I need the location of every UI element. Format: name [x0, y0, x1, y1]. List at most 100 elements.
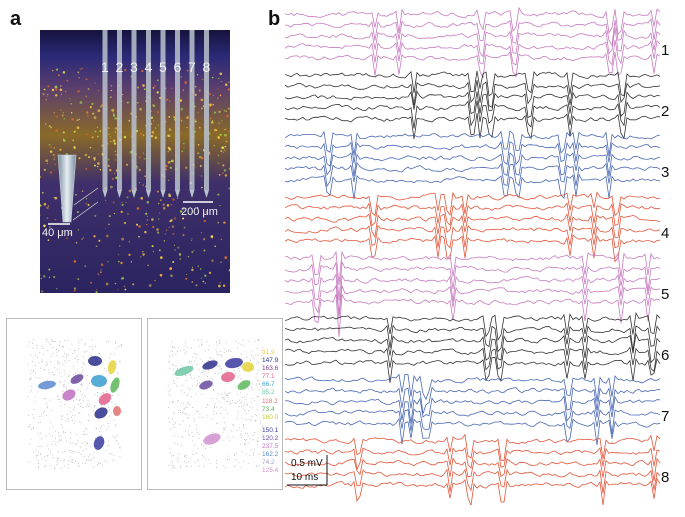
cluster-value: 74.2 [262, 459, 275, 467]
cluster-value: 118.2 [262, 397, 278, 405]
trace-line [285, 234, 661, 263]
trace-line [285, 250, 661, 285]
trace-line [285, 152, 661, 177]
cell-speckles [40, 64, 230, 293]
tetrode-trace-group [285, 433, 661, 505]
cluster-value: 66.7 [262, 381, 275, 389]
trace-line [285, 386, 661, 414]
spike-cluster [110, 377, 120, 393]
shank-label: 8 [203, 59, 211, 75]
tetrode-label: 7 [661, 408, 669, 425]
shank-label: 7 [188, 59, 196, 75]
tetrode-label: 5 [661, 286, 669, 303]
trace-line [285, 50, 661, 79]
spike-cluster [107, 360, 117, 374]
cluster-value: 160.0 [262, 413, 279, 421]
trace-line [285, 395, 661, 424]
trace-line [285, 293, 661, 337]
shank-label: 6 [174, 59, 182, 75]
scale-40-label: 40 μm [42, 227, 73, 239]
cluster-value: 73.4 [262, 405, 275, 413]
spike-cluster [203, 433, 221, 445]
shank-label: 5 [159, 59, 167, 75]
tetrode-trace-group [285, 250, 661, 337]
cluster-value: 150.1 [262, 426, 279, 434]
cluster-value: 237.5 [262, 443, 279, 451]
spike-cluster [62, 389, 76, 401]
trace-line [285, 6, 661, 36]
trace-line [285, 70, 661, 97]
spike-cluster [98, 393, 112, 405]
spike-cluster [202, 360, 218, 370]
trace-line [285, 162, 661, 188]
cluster-value: 120.2 [262, 434, 279, 442]
time-scale-label: 10 ms [291, 472, 319, 483]
tetrode-trace-group [285, 130, 661, 200]
trace-line [285, 468, 661, 494]
trace-line [285, 446, 661, 471]
trace-line [285, 332, 661, 364]
trace-line [285, 477, 661, 505]
trace-line [285, 346, 661, 373]
trace-line [285, 408, 661, 435]
probe-shank [117, 30, 122, 190]
trace-line [285, 356, 661, 383]
trace-line [285, 224, 661, 249]
tetrode-label: 8 [661, 469, 669, 486]
trace-line [285, 433, 661, 461]
trace-line [285, 140, 661, 167]
spike-cluster [88, 356, 102, 366]
trace-line [285, 417, 661, 445]
trace-line [285, 191, 661, 217]
trace-line [285, 324, 661, 353]
tetrode-label: 6 [661, 347, 669, 364]
trace-line [285, 27, 661, 58]
trace-line [285, 18, 661, 47]
spike-cluster [94, 407, 108, 419]
trace-line [285, 100, 661, 129]
voltage-scale-label: 0.5 mV [291, 458, 323, 469]
magnified-tip [57, 154, 77, 223]
cluster-value: 163.6 [262, 365, 279, 373]
trace-line [285, 284, 661, 319]
trace-line [285, 113, 661, 140]
cluster-value: 31.9 [262, 349, 275, 356]
spike-cluster [93, 436, 105, 450]
panel-a-letter: a [10, 8, 22, 30]
trace-line [285, 213, 661, 239]
tetrode-trace-group [285, 373, 661, 445]
cluster-value: 77.1 [262, 373, 275, 381]
probe-shank [175, 30, 180, 190]
cluster-value: 125.4 [262, 467, 279, 475]
cluster-plot-right: 31.9 147.9 163.6 77.1 66.7 85.2 118.2 73.4 160.0… [147, 318, 283, 490]
spike-cluster [38, 380, 56, 390]
scale-200-label: 200 μm [181, 206, 218, 218]
trace-line [285, 202, 661, 227]
panel-b-letter: b [268, 8, 281, 30]
spike-cluster [225, 357, 243, 369]
tetrode-trace-group [285, 311, 661, 383]
trace-line [285, 173, 661, 200]
cluster-plot-left [6, 318, 142, 490]
trace-line [285, 260, 661, 301]
cluster-value: 162.2 [262, 451, 279, 459]
tetrode-label: 4 [661, 225, 669, 242]
shank-label: 4 [145, 59, 153, 75]
cluster-value: 147.9 [262, 357, 279, 365]
probe-shank [189, 30, 195, 190]
probe-shank [102, 30, 108, 190]
shank-label: 3 [130, 59, 138, 75]
probe-shank [131, 30, 137, 190]
tetrode-label: 3 [661, 164, 669, 181]
spike-cluster [242, 362, 254, 372]
spike-cluster [91, 375, 107, 387]
spike-cluster [70, 374, 84, 384]
probe-shank [160, 30, 166, 190]
trace-line [285, 457, 661, 482]
tetrode-trace-group [285, 6, 661, 79]
trace-line [285, 39, 661, 66]
probe-shank [204, 30, 209, 190]
tetrode-traces: 1 2 3 4 5 6 7 8 [285, 6, 669, 505]
